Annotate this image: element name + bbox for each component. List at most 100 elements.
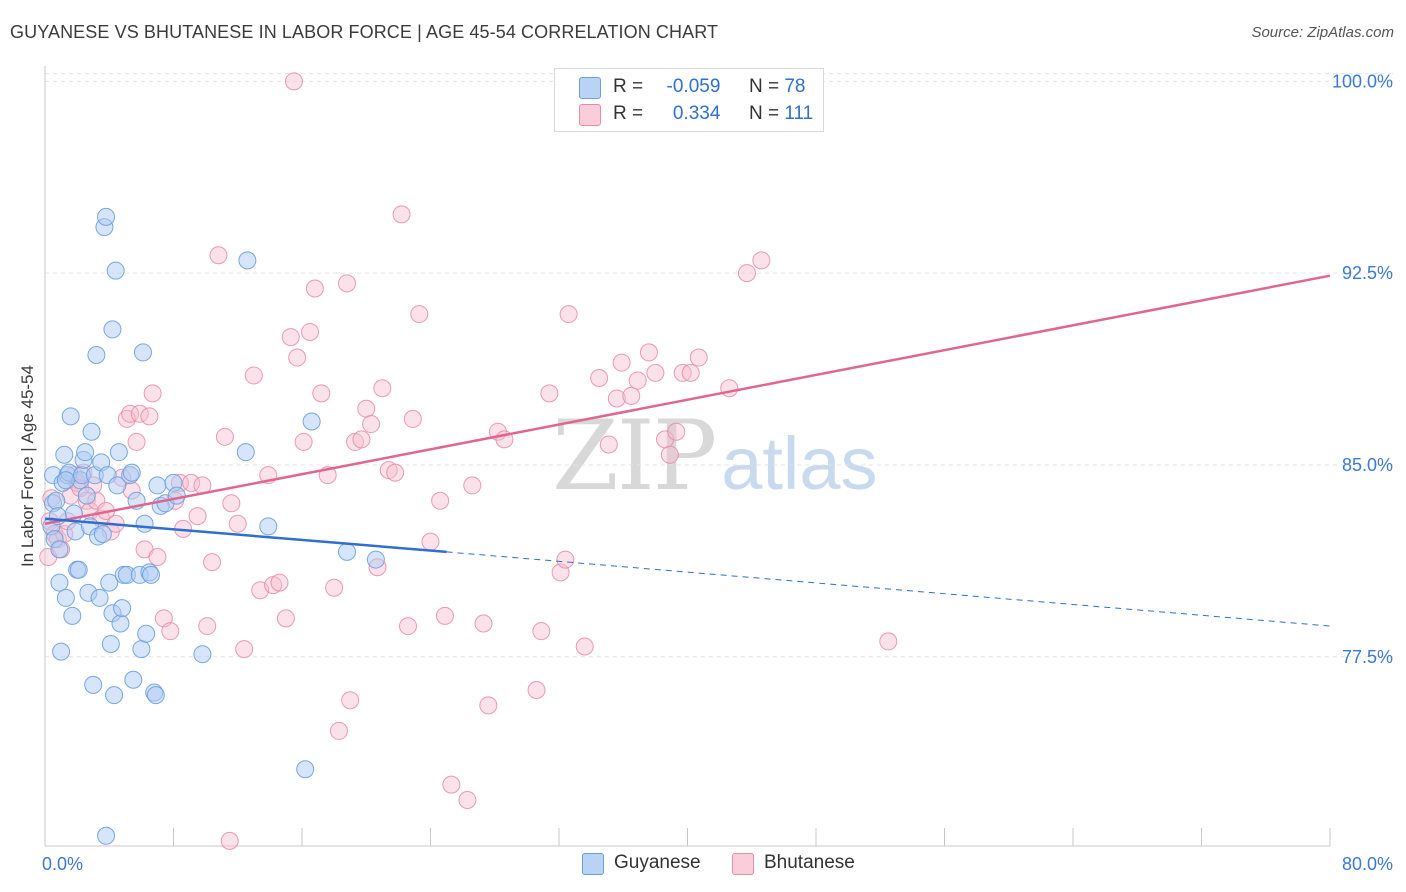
bhutanese-point (392, 205, 411, 224)
bhutanese-point (435, 606, 454, 625)
bhutanese-point (607, 389, 626, 408)
guyanese-trend-line (44, 517, 447, 554)
guyanese-point (56, 588, 75, 607)
r-label: R = (613, 103, 644, 124)
bhutanese-point (421, 532, 440, 551)
bhutanese-point (235, 640, 254, 659)
bhutanese-point (270, 573, 289, 592)
guyanese-point (50, 540, 69, 559)
bhutanese-point (329, 721, 348, 740)
bhutanese-point (276, 609, 295, 628)
guyanese-point (133, 343, 152, 362)
bhutanese-point (188, 507, 207, 526)
guyanese-point (101, 634, 120, 653)
bhutanese-point (752, 251, 771, 270)
trend-lines (44, 274, 1331, 627)
bhutanese-points (39, 72, 898, 850)
r-value: 0.334 (672, 103, 721, 124)
guyanese-point (90, 588, 109, 607)
guyanese-point (135, 514, 154, 533)
guyanese-point (146, 686, 165, 705)
guyanese-swatch (579, 77, 601, 99)
guyanese-point (76, 443, 95, 462)
bhutanese-legend-swatch (732, 853, 754, 875)
guyanese-point (82, 422, 101, 441)
bhutanese-point (458, 790, 477, 809)
guyanese-point (103, 320, 122, 339)
bhutanese-point (556, 550, 575, 569)
y-tick-label: 85.0% (1342, 455, 1393, 475)
guyanese-point (69, 560, 88, 579)
chart-title: GUYANESE VS BHUTANESE IN LABOR FORCE | A… (10, 22, 719, 42)
bhutanese-point (410, 305, 429, 324)
guyanese-point (105, 686, 124, 705)
bhutanese-swatch (579, 104, 601, 126)
bhutanese-point (660, 445, 679, 464)
bhutanese-point (681, 363, 700, 382)
x-tick-label: 80.0% (1342, 854, 1393, 874)
guyanese-point (259, 517, 278, 536)
guyanese-point (56, 471, 75, 490)
bhutanese-point (148, 548, 167, 567)
bhutanese-point (474, 614, 493, 633)
bhutanese-point (143, 384, 162, 403)
bhutanese-point (312, 384, 331, 403)
bhutanese-point (337, 274, 356, 293)
guyanese-point (193, 645, 212, 664)
y-tick-label: 92.5% (1342, 263, 1393, 283)
bhutanese-point (540, 384, 559, 403)
bhutanese-point (182, 473, 201, 492)
guyanese-point (137, 624, 156, 643)
bhutanese-point (244, 366, 263, 385)
y-tick-label: 100.0% (1332, 71, 1393, 91)
guyanese-point (109, 443, 128, 462)
y-tick-label: 77.5% (1342, 647, 1393, 667)
bhutanese-trend-line (44, 274, 1331, 525)
bhutanese-point (325, 578, 344, 597)
guyanese-point (122, 463, 141, 482)
bhutanese-point (667, 422, 686, 441)
bhutanese-point (362, 415, 381, 434)
bhutanese-point (352, 430, 371, 449)
guyanese-point (132, 640, 151, 659)
axes (44, 66, 1331, 847)
stats-text-guyanese: R = -0.059 N = 78 (613, 76, 805, 98)
guyanese-point (238, 251, 257, 270)
guyanese-point (100, 573, 119, 592)
bhutanese-point (463, 476, 482, 495)
guyanese-point (111, 614, 130, 633)
bhutanese-point (879, 632, 898, 651)
n-label: N = (748, 76, 780, 97)
bhutanese-point (228, 514, 247, 533)
stats-text-bhutanese: R = 0.334 N = 111 (613, 103, 813, 125)
guyanese-point (97, 826, 116, 845)
legend-label: Bhutanese (764, 852, 855, 873)
guyanese-point (113, 599, 132, 618)
guyanese-point (366, 550, 385, 569)
guyanese-point (148, 476, 167, 495)
bhutanese-point (399, 617, 418, 636)
bhutanese-point (140, 407, 159, 426)
bhutanese-point (121, 404, 140, 423)
bhutanese-point (532, 622, 551, 641)
source-credit: Source: ZipAtlas.com (1251, 24, 1394, 41)
bhutanese-point (294, 432, 313, 451)
guyanese-point (236, 443, 255, 462)
stats-box: R = -0.059 N = 78 R = 0.334 N = 111 (554, 68, 824, 132)
bhutanese-point (403, 409, 422, 428)
guyanese-point (108, 476, 127, 495)
r-label: R = (613, 76, 644, 97)
guyanese-point (296, 760, 315, 779)
bhutanese-point (301, 322, 320, 341)
grid-lines (45, 73, 1394, 658)
bhutanese-point (220, 831, 239, 850)
tick-labels: 77.5% 85.0% 92.5% 100.0% 0.0% 80.0% (42, 71, 1393, 874)
guyanese-point (337, 542, 356, 561)
guyanese-point (87, 345, 106, 364)
x-tick-label: 0.0% (42, 854, 83, 874)
guyanese-point (97, 207, 116, 226)
bhutanese-point (305, 279, 324, 298)
bhutanese-point (357, 399, 376, 418)
guyanese-point (84, 675, 103, 694)
bhutanese-point (575, 637, 594, 656)
